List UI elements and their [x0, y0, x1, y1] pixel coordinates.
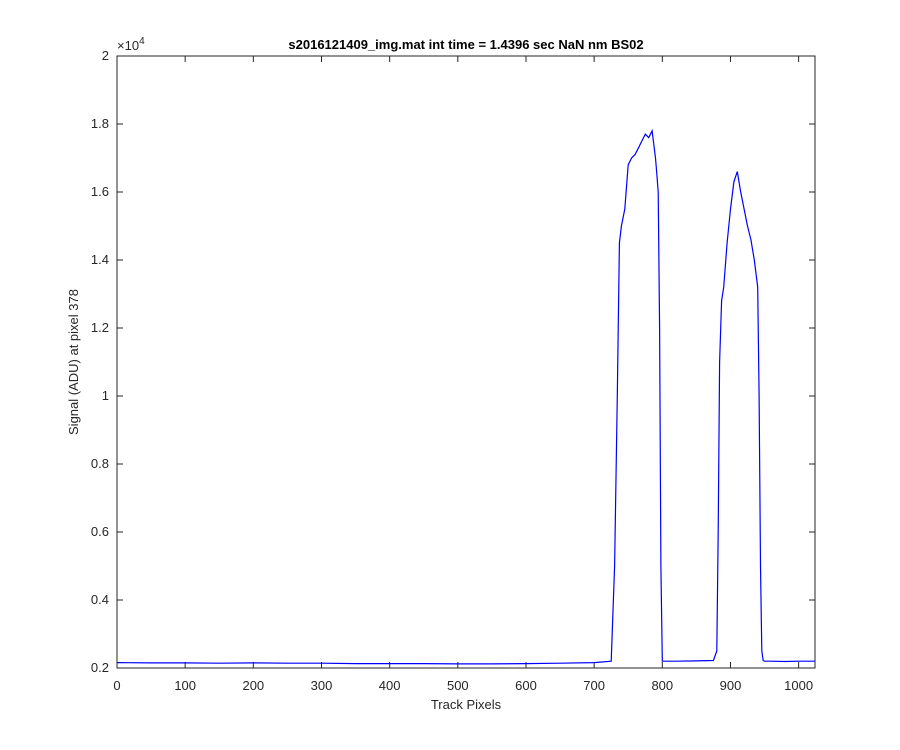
x-tick-label: 1000	[784, 678, 813, 693]
y-tick-label: 1.6	[91, 184, 109, 199]
y-tick-label: 1.2	[91, 320, 109, 335]
x-tick-label: 600	[515, 678, 537, 693]
y-tick-label: 0.8	[91, 456, 109, 471]
x-axis-label: Track Pixels	[431, 697, 502, 712]
x-tick-label: 200	[242, 678, 264, 693]
axes-box	[116, 55, 816, 669]
y-tick-label: 1.4	[91, 252, 109, 267]
y-tick-label: 1	[102, 388, 109, 403]
y-axis-label: Signal (ADU) at pixel 378	[66, 289, 81, 435]
x-tick-label: 500	[447, 678, 469, 693]
x-tick-label: 900	[720, 678, 742, 693]
x-tick-label: 400	[379, 678, 401, 693]
x-tick-label: 800	[651, 678, 673, 693]
x-tick-label: 0	[113, 678, 120, 693]
x-axis-ticks: 0 100 200 300 400 500 600 700 800 900 1000	[113, 56, 813, 693]
y-tick-label: 0.4	[91, 592, 109, 607]
chart-title: s2016121409_img.mat int time = 1.4396 se…	[288, 37, 643, 52]
y-tick-label: 2	[102, 48, 109, 63]
x-tick-label: 100	[174, 678, 196, 693]
y-tick-label: 1.8	[91, 116, 109, 131]
y-axis-exponent-base: ×10	[117, 38, 139, 53]
y-tick-label: 0.6	[91, 524, 109, 539]
y-axis-exponent: ×104	[117, 36, 145, 53]
x-tick-label: 700	[583, 678, 605, 693]
y-tick-label: 0.2	[91, 660, 109, 675]
signal-line	[116, 128, 815, 665]
x-tick-label: 300	[311, 678, 333, 693]
y-axis-ticks: 0.2 0.4 0.6 0.8 1 1.2 1.4 1.6 1.8 2	[91, 48, 815, 675]
y-axis-exponent-power: 4	[139, 36, 145, 47]
